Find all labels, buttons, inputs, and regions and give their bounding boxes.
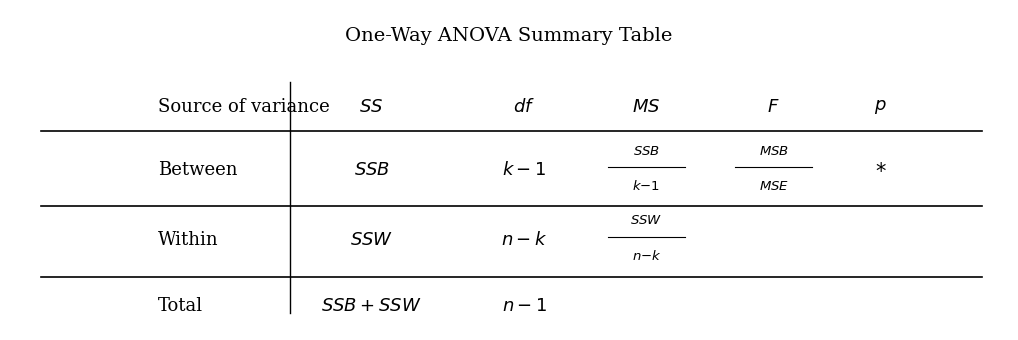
Text: One-Way ANOVA Summary Table: One-Way ANOVA Summary Table xyxy=(345,27,673,45)
Text: $\mathit{p}$: $\mathit{p}$ xyxy=(874,98,887,116)
Text: $\mathit{SSB}$: $\mathit{SSB}$ xyxy=(353,161,390,179)
Text: Within: Within xyxy=(158,231,219,249)
Text: $\mathit{n} - 1$: $\mathit{n} - 1$ xyxy=(502,297,547,315)
Text: $\mathit{k}{-}1$: $\mathit{k}{-}1$ xyxy=(632,179,661,193)
Text: Between: Between xyxy=(158,161,237,179)
Text: $*$: $*$ xyxy=(874,160,887,180)
Text: $\mathit{F}$: $\mathit{F}$ xyxy=(768,98,780,116)
Text: $\mathit{k} - 1$: $\mathit{k} - 1$ xyxy=(502,161,547,179)
Text: Source of variance: Source of variance xyxy=(158,98,330,116)
Text: $\mathit{n} - \mathit{k}$: $\mathit{n} - \mathit{k}$ xyxy=(501,231,548,249)
Text: $\mathit{MSB}$: $\mathit{MSB}$ xyxy=(758,145,789,158)
Text: $\mathit{SSB} + \mathit{SSW}$: $\mathit{SSB} + \mathit{SSW}$ xyxy=(322,297,421,315)
Text: Total: Total xyxy=(158,297,203,315)
Text: $\mathit{SSW}$: $\mathit{SSW}$ xyxy=(350,231,393,249)
Text: $\mathit{MS}$: $\mathit{MS}$ xyxy=(632,98,661,116)
Text: $\mathit{SSW}$: $\mathit{SSW}$ xyxy=(630,215,663,227)
Text: $\mathit{MSE}$: $\mathit{MSE}$ xyxy=(758,180,789,193)
Text: $\mathit{n}{-}\mathit{k}$: $\mathit{n}{-}\mathit{k}$ xyxy=(631,249,662,263)
Text: $\mathit{SSB}$: $\mathit{SSB}$ xyxy=(633,145,660,158)
Text: $\mathit{df}$: $\mathit{df}$ xyxy=(513,98,535,116)
Text: $\mathit{SS}$: $\mathit{SS}$ xyxy=(359,98,384,116)
